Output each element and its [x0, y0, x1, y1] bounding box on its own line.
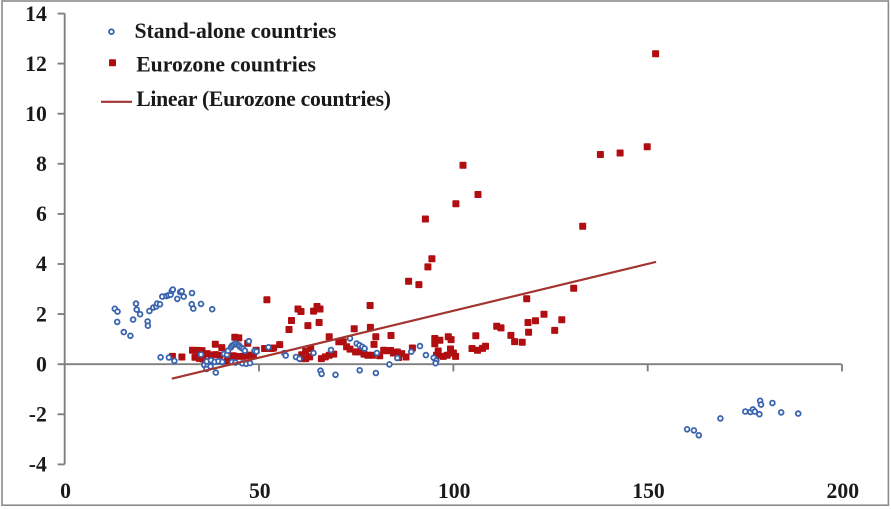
svg-text:Eurozone countries: Eurozone countries	[136, 52, 316, 76]
svg-text:-4: -4	[29, 453, 47, 477]
svg-text:200: 200	[827, 479, 860, 503]
svg-text:0: 0	[60, 479, 71, 503]
svg-text:2: 2	[36, 302, 47, 326]
svg-text:4: 4	[36, 252, 47, 276]
svg-text:Linear (Eurozone countries): Linear (Eurozone countries)	[136, 87, 391, 111]
svg-text:8: 8	[36, 152, 47, 176]
svg-text:12: 12	[25, 52, 47, 76]
svg-text:150: 150	[632, 479, 665, 503]
svg-text:6: 6	[36, 202, 47, 226]
svg-text:-2: -2	[29, 403, 47, 427]
svg-text:0: 0	[36, 352, 47, 376]
svg-text:100: 100	[438, 479, 471, 503]
svg-text:14: 14	[25, 2, 47, 26]
svg-text:10: 10	[25, 102, 47, 126]
svg-text:50: 50	[249, 479, 271, 503]
svg-text:Stand-alone countries: Stand-alone countries	[135, 19, 337, 43]
